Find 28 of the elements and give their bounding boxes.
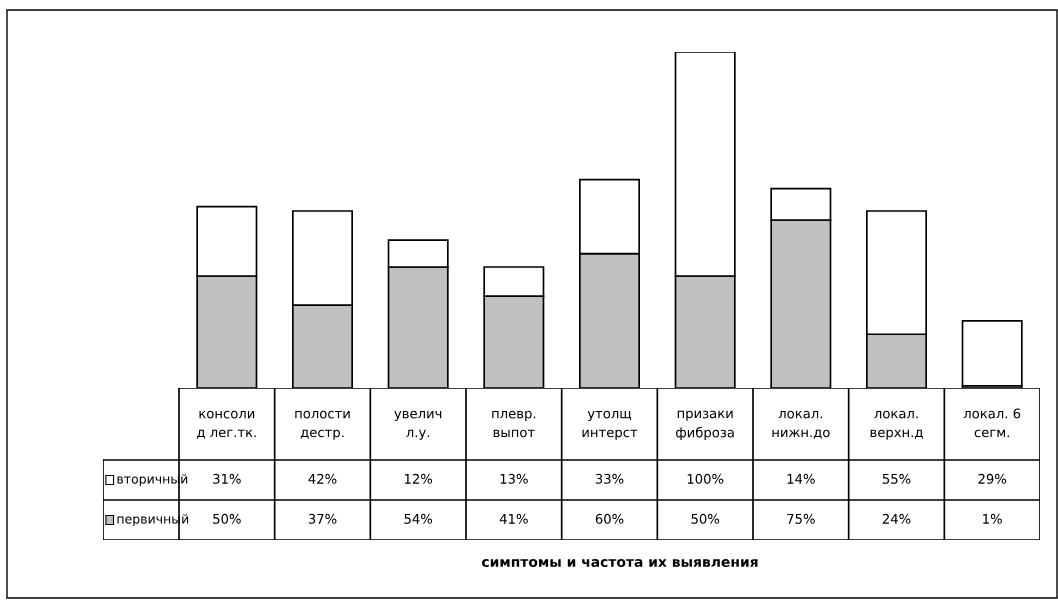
x-tick-label: призаки фиброза (676, 410, 734, 440)
text: симптомы и частота их выявления (481, 559, 758, 568)
data-label: 55% (882, 473, 911, 484)
data-label: 33% (595, 473, 624, 484)
data-label: 50% (213, 513, 241, 524)
data-label: 12% (404, 473, 433, 484)
x-tick-label: увелич л.у. (394, 410, 442, 440)
x-tick-label: плевр. выпот (492, 410, 536, 438)
data-label: 14% (787, 473, 815, 484)
data-label: 29% (978, 473, 1007, 484)
data-label: 31% (213, 473, 241, 484)
data-label: 41% (499, 513, 528, 524)
data-label: 24% (882, 513, 911, 524)
data-label: 1% (983, 513, 1002, 524)
data-label: 54% (404, 513, 433, 524)
x-tick-label: консоли д лег.тк. (197, 410, 256, 439)
x-tick-label: локал. верхн.д (870, 410, 923, 440)
data-label: 37% (308, 513, 337, 524)
data-label: 50% (691, 513, 720, 524)
data-label: 75% (787, 513, 815, 524)
x-tick-label: утолщ интерст (582, 410, 638, 440)
data-label: 13% (500, 473, 528, 484)
data-label: 60% (595, 513, 624, 524)
x-tick-label: полости дестр. (295, 410, 350, 440)
data-label: 42% (308, 473, 337, 484)
x-tick-label: локал. нижн.до (772, 410, 830, 439)
data-label: 100% (687, 473, 724, 484)
x-tick-label: локал. 6 сегм. (963, 408, 1021, 438)
